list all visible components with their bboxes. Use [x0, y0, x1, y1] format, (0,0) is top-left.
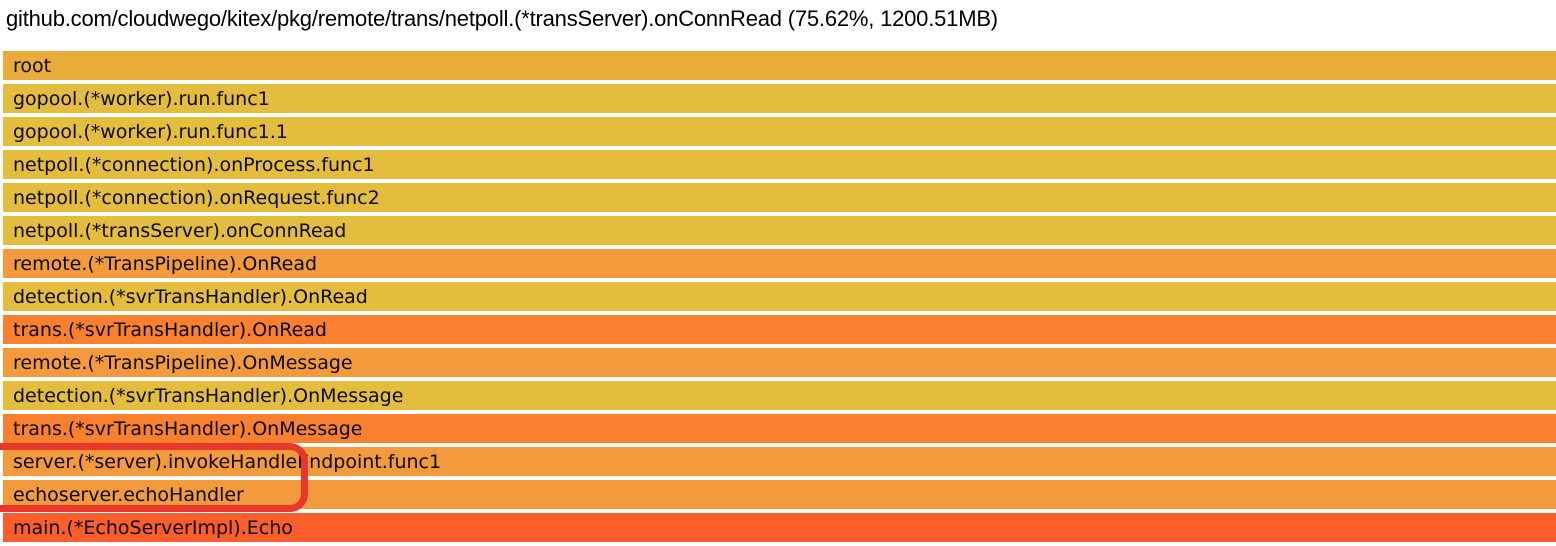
flame-frame[interactable]: remote.(*TransPipeline).OnRead	[3, 249, 1556, 278]
flame-frame-label: remote.(*TransPipeline).OnMessage	[13, 351, 353, 374]
flame-frame-label: trans.(*svrTransHandler).OnMessage	[13, 417, 363, 440]
flame-frame[interactable]: trans.(*svrTransHandler).OnRead	[3, 315, 1556, 344]
flame-frame-label: main.(*EchoServerImpl).Echo	[13, 516, 293, 539]
flame-frame[interactable]: detection.(*svrTransHandler).OnMessage	[3, 381, 1556, 410]
flame-frame-label: echoserver.echoHandler	[13, 483, 244, 506]
selected-frame-title: github.com/cloudwego/kitex/pkg/remote/tr…	[6, 6, 998, 31]
flame-frame-label: trans.(*svrTransHandler).OnRead	[13, 318, 327, 341]
flame-frame[interactable]: gopool.(*worker).run.func1	[3, 84, 1556, 113]
flame-frame[interactable]: main.(*EchoServerImpl).Echo	[3, 513, 1556, 542]
flame-frame[interactable]: netpoll.(*connection).onRequest.func2	[3, 183, 1556, 212]
flame-frame-label: server.(*server).invokeHandleEndpoint.fu…	[13, 450, 442, 473]
flame-frame[interactable]: netpoll.(*connection).onProcess.func1	[3, 150, 1556, 179]
flame-frame-label: detection.(*svrTransHandler).OnRead	[13, 285, 368, 308]
flame-frame[interactable]: trans.(*svrTransHandler).OnMessage	[3, 414, 1556, 443]
flame-frame-label: root	[13, 54, 52, 77]
flame-frame[interactable]: remote.(*TransPipeline).OnMessage	[3, 348, 1556, 377]
flame-frame-label: remote.(*TransPipeline).OnRead	[13, 252, 318, 275]
flame-frame-label: gopool.(*worker).run.func1	[13, 87, 270, 110]
flame-frame-label: netpoll.(*transServer).onConnRead	[13, 219, 347, 242]
flame-frame-label: gopool.(*worker).run.func1.1	[13, 120, 288, 143]
flame-frame-label: netpoll.(*connection).onRequest.func2	[13, 186, 380, 209]
flame-frame[interactable]: echoserver.echoHandler	[3, 480, 1556, 509]
flame-frame[interactable]: gopool.(*worker).run.func1.1	[3, 117, 1556, 146]
flame-frame-label: detection.(*svrTransHandler).OnMessage	[13, 384, 404, 407]
flame-frame-label: netpoll.(*connection).onProcess.func1	[13, 153, 375, 176]
flame-frame[interactable]: root	[3, 51, 1556, 80]
flame-frame[interactable]: server.(*server).invokeHandleEndpoint.fu…	[3, 447, 1556, 476]
flamegraph: root gopool.(*worker).run.func1 gopool.(…	[3, 51, 1556, 546]
flame-frame[interactable]: netpoll.(*transServer).onConnRead	[3, 216, 1556, 245]
flame-frame[interactable]: detection.(*svrTransHandler).OnRead	[3, 282, 1556, 311]
